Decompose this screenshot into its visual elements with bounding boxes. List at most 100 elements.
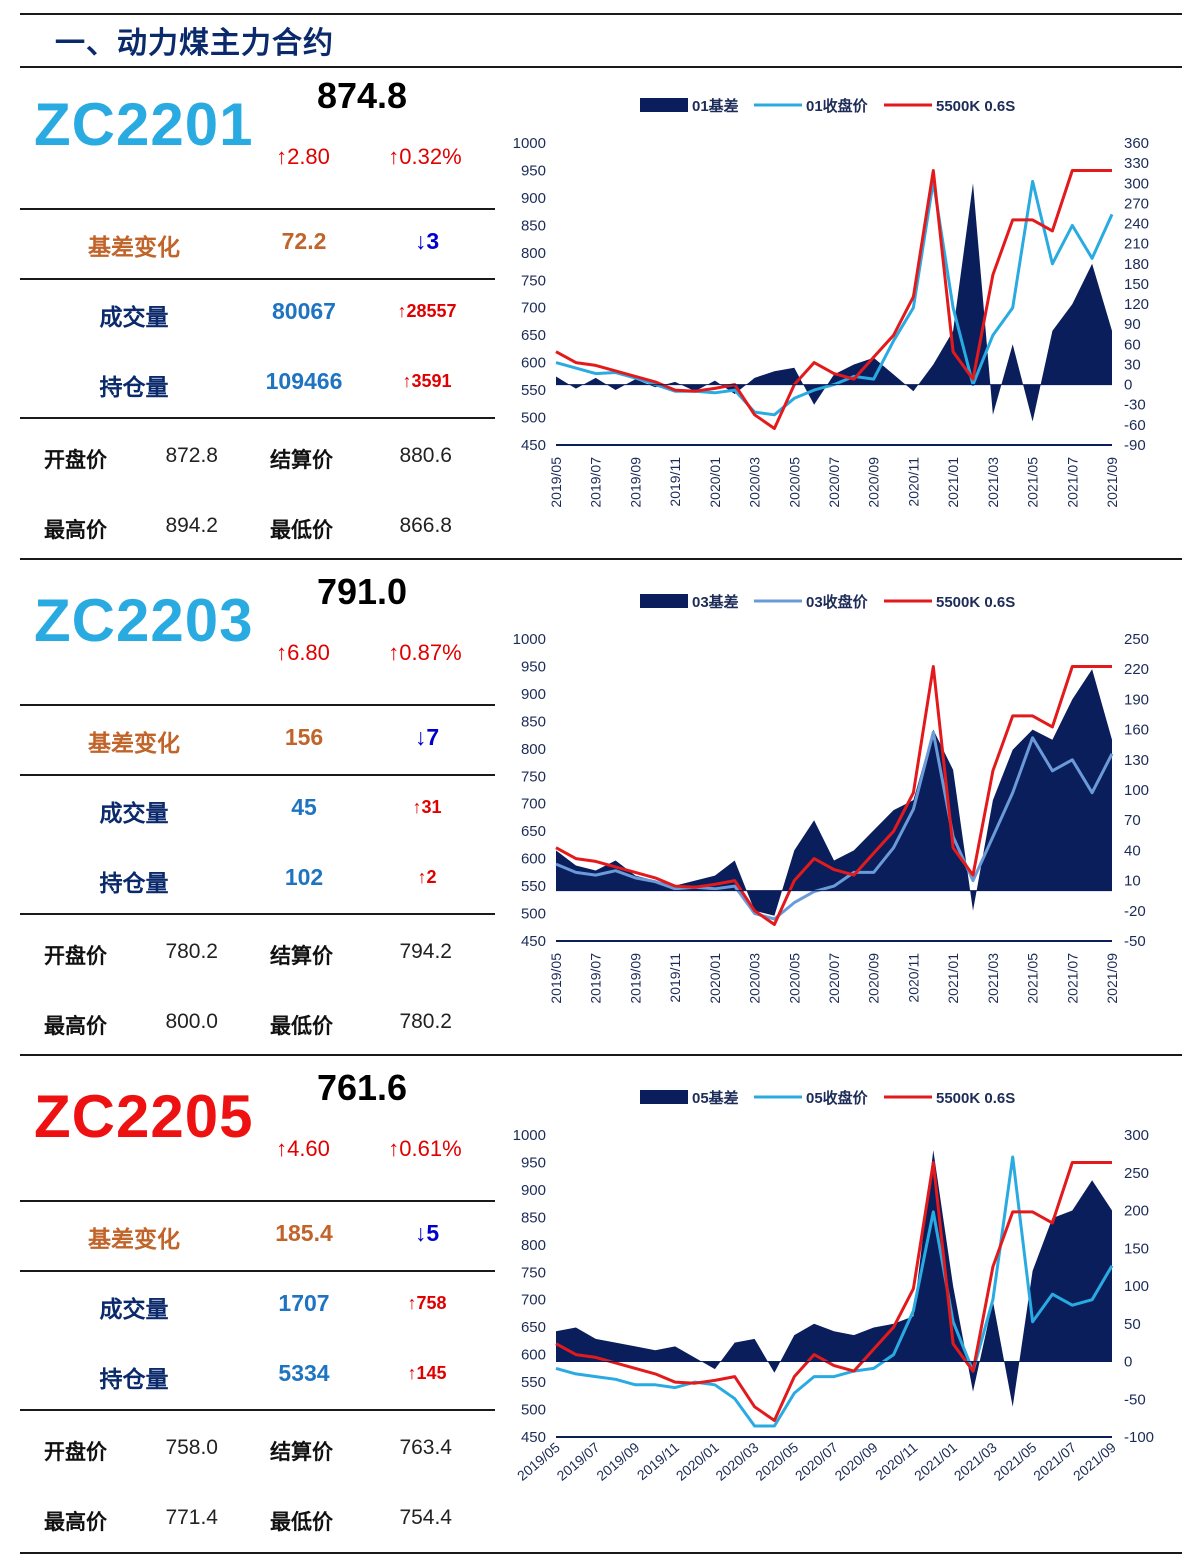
- x-tick: 2020/03: [747, 457, 763, 508]
- stat-value: 780.2: [165, 940, 218, 963]
- x-tick: 2021/07: [1064, 457, 1080, 508]
- row-divider: [20, 774, 495, 776]
- x-tick: 2020/09: [866, 953, 882, 1004]
- x-tick: 2021/03: [951, 1439, 1000, 1484]
- title-rule: [20, 66, 1182, 68]
- y-right-tick: 270: [1124, 195, 1149, 212]
- x-tick: 2021/09: [1104, 457, 1120, 508]
- price-change: ↑4.60: [276, 1136, 330, 1161]
- x-tick: 2020/05: [752, 1439, 801, 1484]
- price-change-pct: ↑0.61%: [388, 1136, 462, 1161]
- legend-label: 05基差: [692, 1089, 739, 1107]
- stat-label: 结算价: [270, 1440, 333, 1464]
- stat-label: 最高价: [44, 1014, 107, 1038]
- y-left-tick: 900: [521, 1182, 546, 1199]
- x-tick: 2020/11: [872, 1439, 920, 1483]
- metric-label: 持仓量: [99, 1367, 169, 1393]
- x-tick: 2020/07: [826, 457, 842, 508]
- y-right-tick: 200: [1124, 1203, 1149, 1220]
- metric-change: ↓7: [414, 724, 440, 750]
- y-right-tick: 100: [1124, 1278, 1149, 1295]
- x-tick: 2019/11: [667, 457, 683, 507]
- x-tick: 2020/03: [712, 1439, 761, 1484]
- legend-label: 03基差: [692, 593, 739, 611]
- basis-area: [556, 1150, 1112, 1407]
- y-right-tick: 70: [1124, 812, 1141, 829]
- y-right-tick: 250: [1124, 631, 1149, 648]
- y-right-tick: 90: [1124, 316, 1141, 333]
- basis-price-chart: 03基差 03收盘价 5500K 0.6S 450 500 550 600 650 700 750…: [513, 593, 1149, 1004]
- y-left-tick: 800: [521, 1237, 546, 1254]
- x-tick: 2021/07: [1064, 953, 1080, 1004]
- y-left-tick: 450: [521, 437, 546, 454]
- y-right-tick: 10: [1124, 873, 1141, 890]
- y-left-tick: 650: [521, 327, 546, 344]
- metric-value: 5334: [278, 1360, 330, 1386]
- row-divider: [20, 1200, 495, 1202]
- x-tick: 2019/07: [588, 953, 604, 1004]
- y-right-tick: 240: [1124, 216, 1149, 233]
- metric-value: 80067: [272, 298, 336, 324]
- page-title: 一、动力煤主力合约: [55, 26, 334, 61]
- y-right-tick: 190: [1124, 691, 1149, 708]
- x-tick: 2019/07: [588, 457, 604, 508]
- y-left-tick: 900: [521, 686, 546, 703]
- y-right-tick: 30: [1124, 356, 1141, 373]
- y-right-tick: 0: [1124, 1354, 1132, 1371]
- y-left-tick: 700: [521, 796, 546, 813]
- y-right-tick: 330: [1124, 155, 1149, 172]
- y-left-tick: 600: [521, 851, 546, 868]
- metric-value: 72.2: [281, 228, 327, 254]
- y-left-tick: 800: [521, 741, 546, 758]
- stat-value: 894.2: [165, 514, 218, 537]
- x-tick: 2021/09: [1104, 953, 1120, 1004]
- price-change-pct: ↑0.32%: [388, 144, 462, 169]
- row-divider: [20, 913, 495, 915]
- y-right-tick: -50: [1124, 1391, 1146, 1408]
- y-left-tick: 950: [521, 1154, 546, 1171]
- y-left-tick: 450: [521, 933, 546, 950]
- contract-block: ZC2201 874.8 ↑2.80 ↑0.32% 基差变化 72.2 ↓3 成交量 80067…: [0, 70, 1200, 566]
- metric-label: 基差变化: [88, 1227, 180, 1253]
- x-tick: 2021/03: [985, 953, 1001, 1004]
- y-left-tick: 850: [521, 1209, 546, 1226]
- block-divider: [20, 1552, 1182, 1554]
- y-left-tick: 1000: [513, 1127, 546, 1144]
- block-divider: [20, 1054, 1182, 1056]
- y-left-tick: 650: [521, 1319, 546, 1336]
- y-right-tick: 120: [1124, 296, 1149, 313]
- y-left-tick: 500: [521, 1402, 546, 1419]
- x-tick: 2019/05: [548, 457, 564, 508]
- spot-price-line: [555, 665, 1112, 926]
- x-tick: 2021/07: [1030, 1439, 1079, 1484]
- row-divider: [20, 278, 495, 280]
- contract-code: ZC2203: [34, 587, 254, 654]
- stat-value: 800.0: [165, 1010, 218, 1033]
- x-tick: 2021/09: [1070, 1439, 1119, 1484]
- x-tick: 2019/09: [593, 1439, 642, 1484]
- close-price-line: [555, 730, 1114, 921]
- x-tick: 2019/05: [548, 953, 564, 1004]
- legend-label: 01收盘价: [806, 97, 869, 115]
- metric-change: ↓5: [414, 1220, 440, 1246]
- x-tick: 2020/05: [786, 457, 802, 508]
- metric-change: ↓3: [414, 228, 440, 254]
- stat-value: 866.8: [399, 514, 452, 537]
- stat-value: 754.4: [399, 1506, 452, 1529]
- metric-label: 持仓量: [99, 375, 169, 401]
- y-left-tick: 750: [521, 272, 546, 289]
- y-right-tick: -20: [1124, 903, 1146, 920]
- stat-value: 771.4: [165, 1506, 218, 1529]
- metric-value: 156: [284, 724, 324, 750]
- x-tick: 2020/01: [707, 953, 723, 1004]
- y-left-tick: 850: [521, 713, 546, 730]
- y-left-tick: 900: [521, 190, 546, 207]
- row-divider: [20, 417, 495, 419]
- stat-label: 最低价: [270, 518, 333, 542]
- y-left-tick: 550: [521, 1374, 546, 1391]
- title-underline: [20, 13, 1182, 15]
- x-tick: 2021/05: [1025, 457, 1041, 508]
- legend-swatch: [640, 1090, 688, 1104]
- stat-value: 872.8: [165, 444, 218, 467]
- stat-label: 最低价: [270, 1510, 333, 1534]
